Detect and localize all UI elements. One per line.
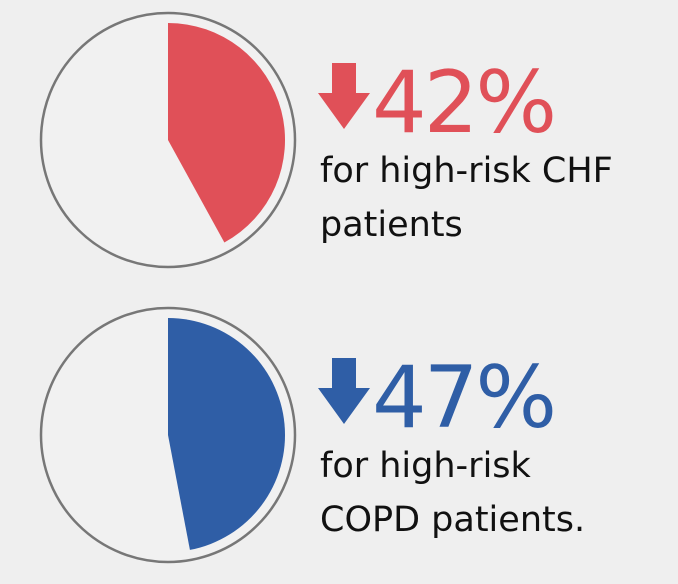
pie-slice-copd	[168, 318, 286, 550]
arrow-down-icon	[318, 63, 370, 129]
caption-line: for high-risk CHF	[320, 151, 613, 191]
pie-slice-chf	[168, 23, 286, 243]
caption-copd: for high-risk COPD patients.	[320, 439, 585, 547]
stat-chf: 42% for high-risk CHF patients	[0, 10, 678, 280]
pie-chart-chf	[39, 11, 297, 269]
pie-chart-copd	[39, 306, 297, 564]
caption-line: for high-risk	[320, 446, 531, 486]
caption-line: patients	[320, 205, 463, 245]
percent-copd: 47%	[372, 348, 557, 448]
arrow-down-icon	[318, 358, 370, 424]
caption-chf: for high-risk CHF patients	[320, 144, 613, 252]
stat-copd: 47% for high-risk COPD patients.	[0, 305, 678, 575]
headline-copd: 47%	[318, 343, 557, 453]
caption-line: COPD patients.	[320, 500, 586, 540]
percent-chf: 42%	[372, 53, 557, 153]
headline-chf: 42%	[318, 48, 557, 158]
